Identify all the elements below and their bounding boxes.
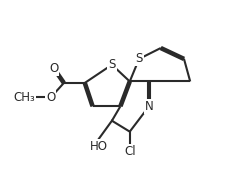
Text: O: O: [49, 62, 58, 75]
Text: N: N: [144, 100, 153, 113]
Text: S: S: [108, 58, 115, 71]
Text: Cl: Cl: [123, 145, 135, 158]
Text: O: O: [46, 91, 55, 104]
Text: HO: HO: [89, 140, 107, 153]
Text: CH₃: CH₃: [13, 91, 35, 104]
Text: S: S: [135, 52, 142, 65]
